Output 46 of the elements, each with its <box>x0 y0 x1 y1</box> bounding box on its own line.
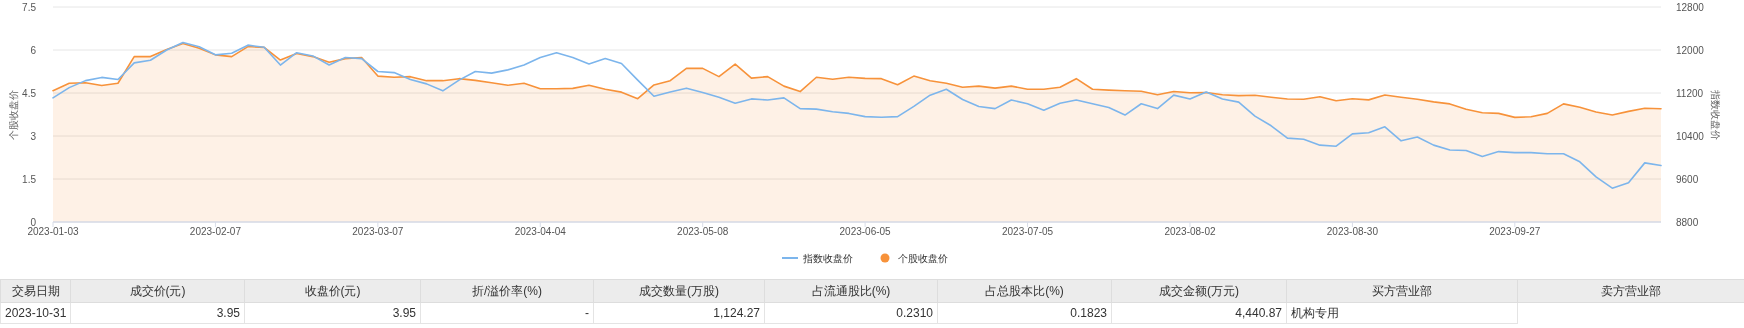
y2-tick-label: 9600 <box>1676 173 1699 185</box>
y-tick-label: 4.5 <box>22 87 37 99</box>
category-label: 成交数量(万股) <box>593 279 765 303</box>
y2-axis-title: 指数收盘价 <box>1710 89 1721 140</box>
category-label: 占总股本比(%) <box>937 279 1112 303</box>
y2-tick-label: 12800 <box>1676 1 1705 13</box>
x-tick-label: 2023-08-02 <box>1164 226 1216 237</box>
x-tick-label: 2023-05-08 <box>677 226 729 237</box>
text: 0.2310 <box>764 302 938 324</box>
category-label: 收盘价(元) <box>244 279 421 303</box>
legend-label: 个股收盘价 <box>898 252 948 264</box>
category-label: 折/溢价率(%) <box>420 279 594 303</box>
y2-tick-label: 8800 <box>1676 216 1699 228</box>
text: 3.95 <box>244 302 421 324</box>
text: 0.1823 <box>937 302 1112 324</box>
y-tick-label: 1.5 <box>22 173 37 185</box>
text: 机构专用 <box>1286 302 1518 324</box>
x-tick-label: 2023-09-27 <box>1489 226 1541 237</box>
x-tick-label: 2023-07-05 <box>1001 226 1054 237</box>
text: 2023-10-31 <box>0 302 71 324</box>
legend-label: 指数收盘价 <box>802 252 853 264</box>
x-tick-label: 2023-06-05 <box>839 226 892 237</box>
text: 4,440.87 <box>1111 302 1287 324</box>
x-tick-label: 2023-03-07 <box>352 226 404 237</box>
text: 3.95 <box>70 302 245 324</box>
category-label: 成交价(元) <box>70 279 245 303</box>
text: 1,124.27 <box>593 302 765 324</box>
category-label: 成交金额(万元) <box>1111 279 1287 303</box>
x-tick-label: 2023-08-30 <box>1326 226 1379 237</box>
y-tick-label: 3 <box>30 130 37 142</box>
y-tick-label: 7.5 <box>22 1 37 13</box>
x-tick-label: 2023-04-04 <box>514 226 567 237</box>
category-label: 卖方营业部 <box>1517 279 1744 303</box>
y2-tick-label: 12000 <box>1676 44 1705 56</box>
x-tick-label: 2023-01-03 <box>27 226 80 237</box>
y-tick-label: 6 <box>30 44 37 56</box>
category-label: 交易日期 <box>0 279 71 303</box>
y2-tick-label: 10400 <box>1676 130 1705 142</box>
y2-tick-label: 11200 <box>1676 87 1704 99</box>
category-label: 买方营业部 <box>1286 279 1518 303</box>
y-axis-title: 个股收盘价 <box>8 90 19 140</box>
text: - <box>420 302 594 324</box>
x-tick-label: 2023-02-07 <box>189 226 242 237</box>
y-tick-label: 0 <box>30 216 37 228</box>
category-label: 占流通股比(%) <box>764 279 938 303</box>
line-series <box>52 41 1662 189</box>
